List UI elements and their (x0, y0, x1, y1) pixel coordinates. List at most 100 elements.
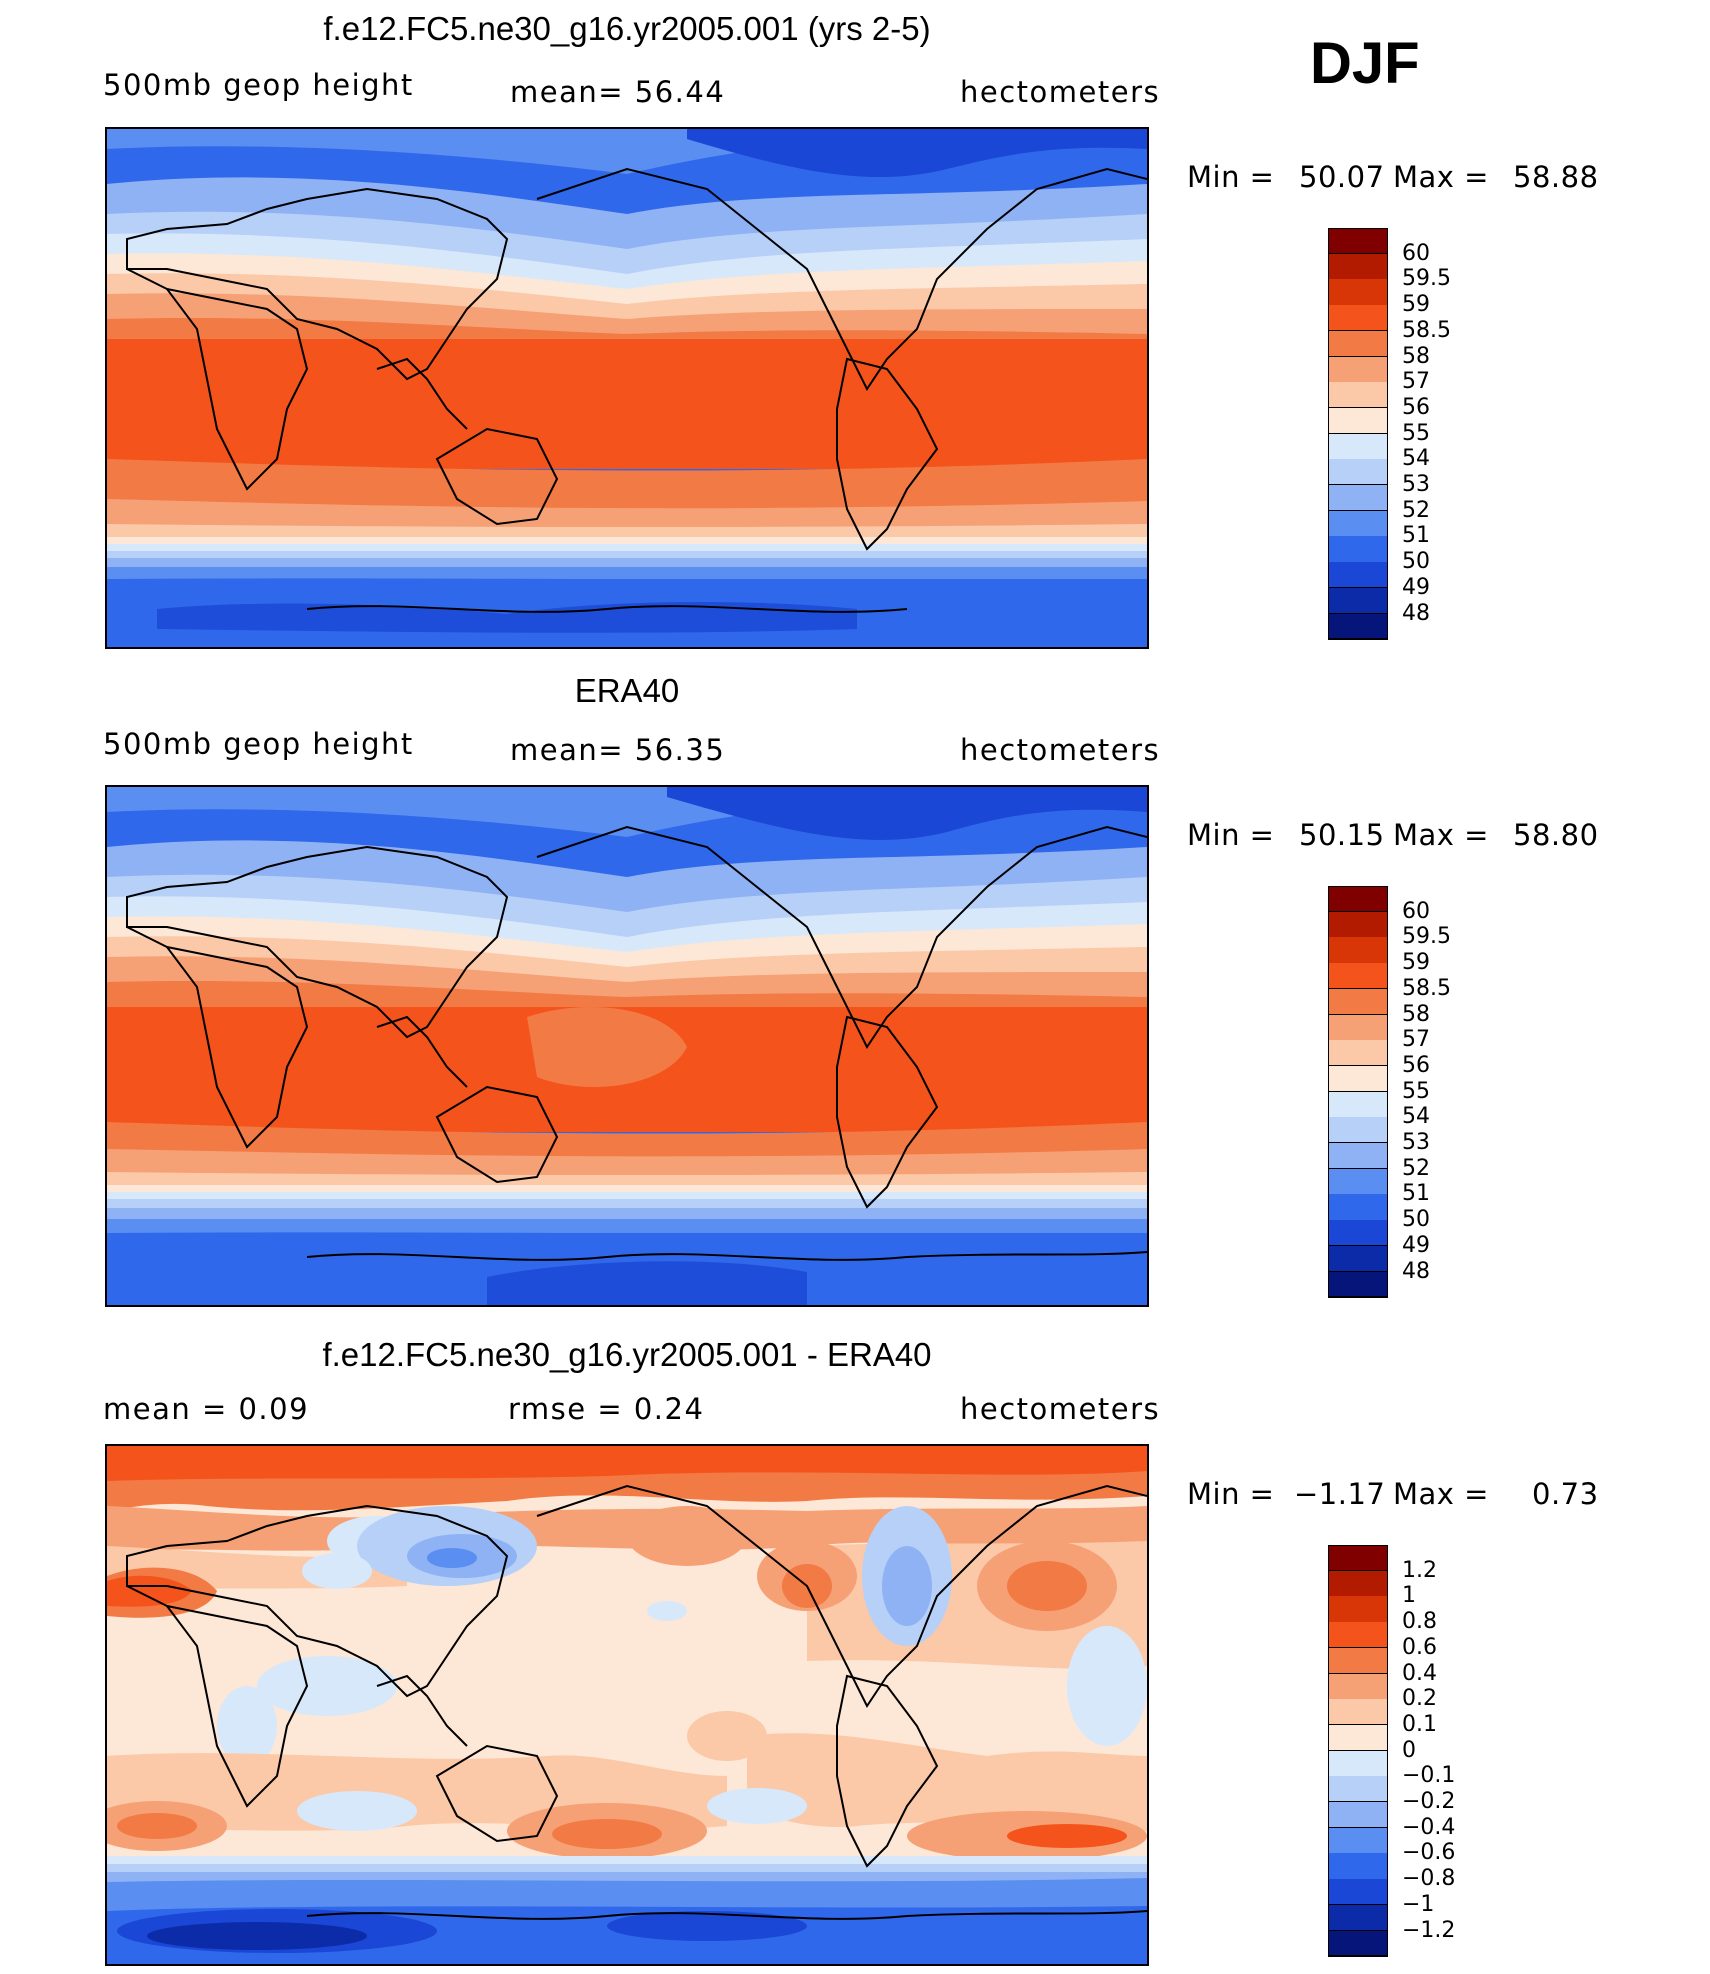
colorbar-swatch (1328, 1776, 1388, 1803)
colorbar-swatch (1328, 1802, 1388, 1829)
colorbar-swatch (1328, 1622, 1388, 1649)
colorbar-swatch (1328, 562, 1388, 589)
max-label: Max = (1393, 1477, 1489, 1511)
colorbar-tick-label: 0.1 (1402, 1711, 1437, 1737)
colorbar-swatch (1328, 1750, 1388, 1777)
map-obs-field (107, 787, 1147, 1305)
colorbar-swatch (1328, 1245, 1388, 1272)
map-obs (105, 785, 1149, 1307)
colorbar-tick-label: 58 (1402, 1001, 1430, 1027)
colorbar-tick-label: −1.2 (1402, 1917, 1456, 1943)
colorbar-swatch (1328, 1930, 1388, 1957)
max-label: Max = (1393, 818, 1489, 852)
minmax-model: Min = 50.07 Max = 58.88 (1187, 160, 1599, 194)
panel-left-label-model: 500mb geop height (103, 68, 414, 102)
colorbar-swatch (1328, 1194, 1388, 1221)
colorbar-tick-label: 50 (1402, 549, 1430, 575)
colorbar-swatch (1328, 1904, 1388, 1931)
panel-rmse-label-diff: rmse = 0.24 (508, 1392, 705, 1426)
colorbar-swatch (1328, 963, 1388, 990)
map-model-field (107, 129, 1147, 647)
colorbar-swatch (1328, 1673, 1388, 1700)
colorbar-swatch (1328, 937, 1388, 964)
colorbar-swatch (1328, 1647, 1388, 1674)
colorbar-tick-label: 60 (1402, 898, 1430, 924)
colorbar-tick-label: 58.5 (1402, 975, 1451, 1001)
colorbar-tick-label: 57 (1402, 369, 1430, 395)
colorbar-swatch (1328, 1014, 1388, 1041)
colorbar-swatch (1328, 1827, 1388, 1854)
minmax-diff: Min = −1.17 Max = 0.73 (1187, 1477, 1599, 1511)
colorbar-tick-label: 51 (1402, 523, 1430, 549)
colorbar-swatch (1328, 1220, 1388, 1247)
colorbar-tick-label: 0.2 (1402, 1686, 1437, 1712)
colorbar-swatch (1328, 1596, 1388, 1623)
max-value: 58.80 (1513, 818, 1599, 852)
panel-mean-label-obs: mean= 56.35 (510, 733, 726, 767)
panel-title-model: f.e12.FC5.ne30_g16.yr2005.001 (yrs 2-5) (323, 10, 931, 47)
colorbar-swatch (1328, 356, 1388, 383)
season-label: DJF (1310, 31, 1420, 96)
colorbar-swatch (1328, 1545, 1388, 1572)
colorbar-swatch (1328, 407, 1388, 435)
panel-units-label-model: hectometers (960, 75, 1161, 109)
colorbar-swatch (1328, 886, 1388, 913)
min-value: −1.17 (1294, 1477, 1386, 1511)
colorbar-swatch (1328, 1065, 1388, 1093)
colorbar-swatch (1328, 1168, 1388, 1195)
max-label: Max = (1393, 160, 1489, 194)
colorbar-tick-label: 54 (1402, 446, 1430, 472)
colorbar-tick-label: −0.6 (1402, 1840, 1456, 1866)
colorbar-swatch (1328, 1143, 1388, 1170)
colorbar-swatch (1328, 587, 1388, 614)
colorbar-tick-label: 59.5 (1402, 924, 1451, 950)
panel-mean-label-diff: mean = 0.09 (103, 1392, 310, 1426)
colorbar-swatch (1328, 1570, 1388, 1597)
minmax-obs: Min = 50.15 Max = 58.80 (1187, 818, 1599, 852)
colorbar-swatch (1328, 330, 1388, 357)
max-value: 0.73 (1532, 1477, 1599, 1511)
map-diff (105, 1444, 1149, 1966)
colorbar-tick-label: 60 (1402, 240, 1430, 266)
colorbar-tick-label: 54 (1402, 1104, 1430, 1130)
colorbar-tick-label: −0.8 (1402, 1866, 1456, 1892)
panel-title-diff: f.e12.FC5.ne30_g16.yr2005.001 - ERA40 (322, 1336, 932, 1373)
colorbar-swatch (1328, 485, 1388, 512)
map-diff-field (107, 1446, 1147, 1964)
min-label: Min = (1187, 1477, 1275, 1511)
colorbar-swatch (1328, 1699, 1388, 1726)
colorbar-tick-label: 50 (1402, 1207, 1430, 1233)
panel-title-obs: ERA40 (574, 672, 680, 709)
colorbar-tick-label: 59.5 (1402, 266, 1451, 292)
colorbar-swatch (1328, 1724, 1388, 1752)
colorbar-tick-label: 51 (1402, 1181, 1430, 1207)
colorbar-swatch (1328, 1040, 1388, 1067)
colorbar-tick-label: 59 (1402, 950, 1430, 976)
colorbar-swatch (1328, 433, 1388, 460)
colorbar-swatch (1328, 510, 1388, 537)
colorbar-tick-label: 53 (1402, 1130, 1430, 1155)
colorbar-swatch (1328, 382, 1388, 409)
colorbar-tick-label: 48 (1402, 600, 1430, 626)
colorbar-swatch (1328, 1879, 1388, 1906)
max-value: 58.88 (1513, 160, 1599, 194)
colorbar-tick-label: 0.4 (1402, 1660, 1437, 1686)
panel-left-label-obs: 500mb geop height (103, 727, 414, 761)
colorbar-swatch (1328, 253, 1388, 280)
colorbar-tick-label: −0.1 (1402, 1763, 1456, 1789)
colorbar-tick-label: 56 (1402, 394, 1430, 420)
colorbar-tick-label: 53 (1402, 472, 1430, 497)
colorbar-swatch (1328, 228, 1388, 255)
colorbar-swatch (1328, 536, 1388, 563)
colorbar-tick-label: 52 (1402, 1155, 1430, 1181)
colorbar-tick-label: 0.8 (1402, 1609, 1437, 1635)
colorbar-tick-label: 1 (1402, 1583, 1416, 1609)
colorbar-swatch (1328, 1271, 1388, 1298)
colorbar-tick-label: 57 (1402, 1027, 1430, 1053)
min-value: 50.07 (1299, 160, 1385, 194)
colorbar-tick-label: 0.6 (1402, 1634, 1437, 1660)
colorbar-tick-label: 52 (1402, 497, 1430, 523)
colorbar-swatch (1328, 279, 1388, 306)
colorbar-tick-label: 1.2 (1402, 1557, 1437, 1583)
colorbar-tick-label: 55 (1402, 1078, 1430, 1104)
